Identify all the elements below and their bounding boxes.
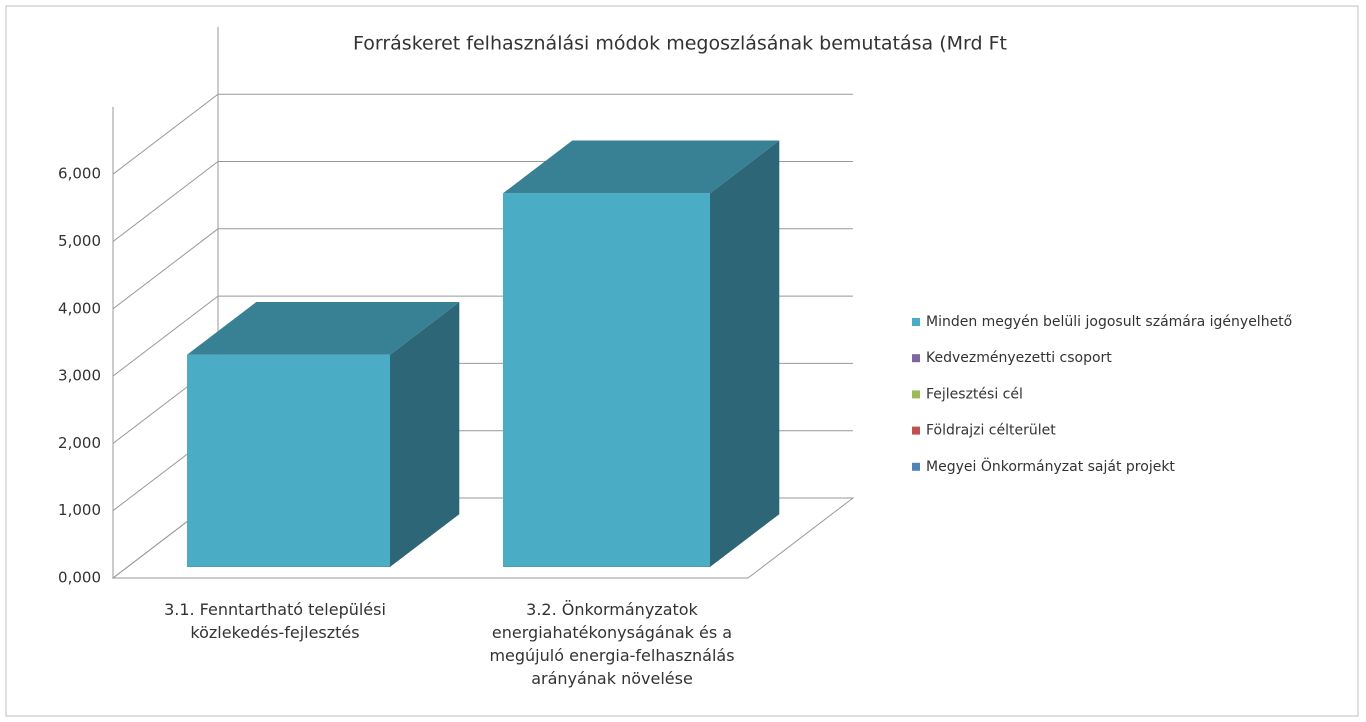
y-tick-label: 6,000 [58, 165, 101, 183]
bar [187, 302, 460, 567]
legend-label: Megyei Önkormányzat saját projekt [926, 457, 1175, 475]
x-tick-label: 3.1. Fenntartható települési közlekedés-… [164, 600, 386, 642]
chart-title: Forráskeret felhasználási módok megoszlá… [353, 33, 1007, 55]
y-tick-label: 2,000 [58, 434, 101, 452]
x-tick-label: 3.2. Önkormányzatok energiahatékonyságán… [489, 600, 735, 688]
bar-side [390, 302, 460, 567]
bar-front [503, 193, 710, 567]
bar-front [187, 354, 390, 567]
y-tick-label: 1,000 [58, 501, 101, 519]
legend-swatch [912, 354, 920, 363]
bar-top [503, 140, 780, 194]
legend-label: Kedvezményezetti csoport [926, 350, 1112, 366]
legend-label: Földrajzi célterület [926, 423, 1056, 439]
y-tick-label: 4,000 [58, 299, 101, 317]
grid-line [112, 93, 853, 175]
y-tick-label: 3,000 [58, 367, 101, 385]
bar [503, 140, 780, 567]
legend-swatch [912, 318, 920, 326]
legend-swatch [912, 426, 920, 435]
y-tick-label: 0,000 [58, 569, 101, 587]
bar-top [187, 302, 460, 355]
bar-side [710, 140, 780, 567]
legend-swatch [912, 462, 920, 471]
legend-label: Fejlesztési cél [926, 386, 1023, 402]
legend-label: Minden megyén belüli jogosult számára ig… [926, 314, 1292, 330]
legend-swatch [912, 390, 920, 399]
y-tick-label: 5,000 [58, 232, 101, 250]
